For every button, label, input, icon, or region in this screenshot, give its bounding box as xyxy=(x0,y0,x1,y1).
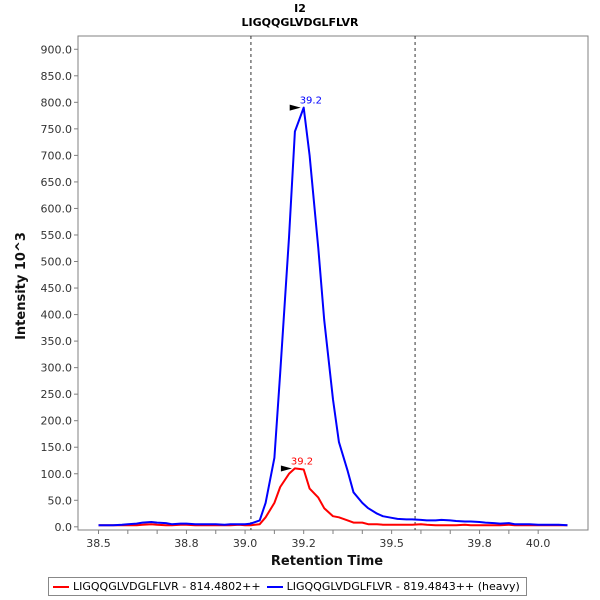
y-tick-label: 600.0 xyxy=(41,202,73,215)
x-tick-label: 38.5 xyxy=(86,537,111,550)
y-tick-label: 750.0 xyxy=(41,123,73,136)
y-tick-label: 450.0 xyxy=(41,282,73,295)
integration-boundaries xyxy=(250,36,416,530)
chart-title: I2 xyxy=(294,2,306,15)
y-tick-label: 550.0 xyxy=(41,229,73,242)
legend-label-light: LIGQQGLVDGLFLVR - 814.4802++ xyxy=(73,580,261,593)
peak-marker-heavy xyxy=(289,104,301,111)
peak-label-light: 39.2 xyxy=(291,456,313,467)
y-tick-label: 300.0 xyxy=(41,362,73,375)
y-tick-label: 700.0 xyxy=(41,149,73,162)
series-line-heavy xyxy=(98,106,568,527)
x-tick-label: 39.2 xyxy=(291,537,316,550)
y-tick-label: 850.0 xyxy=(41,70,73,83)
chart-legend: LIGQQGLVDGLFLVR - 814.4802++ LIGQQGLVDGL… xyxy=(48,577,527,596)
x-tick-label: 40.0 xyxy=(526,537,551,550)
y-tick-label: 250.0 xyxy=(41,388,73,401)
peak-label-heavy: 39.2 xyxy=(300,96,322,107)
legend-label-heavy: LIGQQGLVDGLFLVR - 819.4843++ (heavy) xyxy=(286,580,520,593)
y-axis: 0.0 50.0 100.0 150.0 200.0 250.0 300.0 350.0 400… xyxy=(41,43,78,534)
peak-annotations: 39.2 39.2 xyxy=(280,96,322,472)
plot-area-frame xyxy=(77,35,589,531)
peak-marker-light xyxy=(280,465,292,472)
y-tick-label: 500.0 xyxy=(41,256,73,269)
y-tick-label: 100.0 xyxy=(41,468,73,481)
legend-item-heavy: LIGQQGLVDGLFLVR - 819.4843++ (heavy) xyxy=(263,580,520,593)
x-tick-label: 38.8 xyxy=(174,537,199,550)
y-tick-label: 350.0 xyxy=(41,335,73,348)
y-axis-label: Intensity 10^3 xyxy=(14,232,29,340)
series-line-light xyxy=(98,467,568,527)
y-tick-label: 900.0 xyxy=(41,43,73,56)
y-tick-label: 800.0 xyxy=(41,96,73,109)
x-tick-label: 39.0 xyxy=(233,537,258,550)
x-tick-label: 39.8 xyxy=(467,537,492,550)
y-tick-label: 200.0 xyxy=(41,415,73,428)
x-axis-label: Retention Time xyxy=(271,554,383,569)
y-tick-label: 650.0 xyxy=(41,176,73,189)
x-tick-label: 39.5 xyxy=(379,537,404,550)
x-axis: 38.5 38.8 39.0 39.2 39.5 39.8 40.0 xyxy=(86,530,550,550)
y-tick-label: 150.0 xyxy=(41,441,73,454)
legend-item-light: LIGQQGLVDGLFLVR - 814.4802++ xyxy=(53,580,261,593)
chart-subtitle: LIGQQGLVDGLFLVR xyxy=(241,16,359,29)
y-tick-label: 400.0 xyxy=(41,309,73,322)
y-tick-label: 50.0 xyxy=(48,494,73,507)
legend-swatch-heavy xyxy=(266,585,283,588)
y-tick-label: 0.0 xyxy=(55,521,73,534)
legend-swatch-light xyxy=(53,585,69,588)
series-layer xyxy=(98,106,568,527)
